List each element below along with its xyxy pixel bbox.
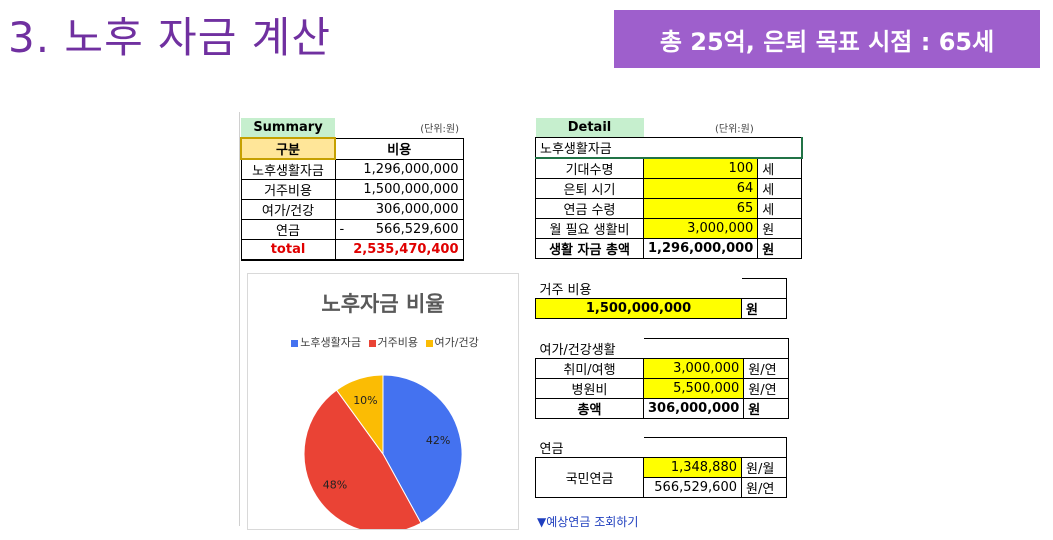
summary-row-label[interactable]: 여가/건강 (240, 199, 336, 220)
leisure-total-value[interactable]: 306,000,000 (642, 398, 745, 419)
leisure-row-unit[interactable]: 원/연 (743, 358, 789, 379)
summary-header: Summary (241, 118, 335, 138)
detail-row-value[interactable]: 64 (642, 178, 759, 199)
detail-leisure-table: 여가/건강생활 취미/여행 3,000,000 원/연 병원비 5,500,00… (535, 338, 789, 419)
pie-slice[interactable] (382, 374, 463, 524)
summary-row-label[interactable]: 연금 (240, 219, 336, 240)
detail-row-value[interactable]: 100 (642, 157, 759, 179)
summary-row-value[interactable]: 1,500,000,000 (334, 179, 464, 200)
pension-monthly-unit[interactable]: 원/월 (741, 457, 787, 478)
pie-data-label: 42% (426, 434, 450, 447)
leisure-total-label[interactable]: 총액 (535, 398, 644, 419)
goal-badge: 총 25억, 은퇴 목표 시점 : 65세 (614, 10, 1040, 68)
detail-pension-table: 연금 국민연금 1,348,880 원/월 566,529,600 원/연 (535, 437, 787, 498)
summary-row-value[interactable]: - 566,529,600 (334, 219, 464, 240)
detail-row-value[interactable]: 65 (642, 198, 759, 219)
pension-yearly-value[interactable]: 566,529,600 (643, 477, 742, 498)
summary-row-amount: 566,529,600 (375, 222, 459, 237)
pension-yearly-unit[interactable]: 원/연 (741, 477, 787, 498)
legend-label: 거주비용 (377, 336, 419, 349)
summary-row-label[interactable]: 거주비용 (240, 179, 336, 200)
leisure-row-value[interactable]: 3,000,000 (642, 358, 745, 379)
detail-row-label[interactable]: 월 필요 생활비 (535, 218, 644, 239)
summary-row-label[interactable]: 노후생활자금 (240, 158, 336, 180)
detail-living-table: Detail (단위:원) 노후생활자금 기대수명 100 세 은퇴 시기 64… (534, 118, 803, 259)
legend-swatch (425, 339, 433, 347)
summary-total-value[interactable]: 2,535,470,400 (334, 239, 464, 261)
pension-label[interactable]: 국민연금 (535, 457, 644, 498)
summary-total-label[interactable]: total (240, 239, 336, 261)
legend-swatch (291, 339, 299, 347)
summary-row-amount: 1,296,000,000 (363, 161, 459, 177)
detail-unit: (단위:원) (715, 124, 754, 135)
detail-housing-table: 거주 비용 1,500,000,000 원 (535, 278, 787, 319)
leisure-total-unit[interactable]: 원 (743, 398, 789, 419)
living-total-unit[interactable]: 원 (757, 238, 803, 259)
leisure-row-unit[interactable]: 원/연 (743, 378, 789, 399)
legend-label: 노후생활자금 (300, 336, 362, 349)
pension-title[interactable]: 연금 (535, 437, 644, 458)
legend-label: 여가/건강 (434, 336, 479, 349)
leisure-row-value[interactable]: 5,500,000 (642, 378, 745, 399)
summary-row-amount: 1,500,000,000 (363, 182, 459, 197)
detail-row-unit[interactable]: 원 (757, 218, 803, 239)
summary-row-amount: 306,000,000 (375, 202, 459, 217)
pie-svg: 42% 48% 10% (303, 374, 463, 529)
pie-chart[interactable]: 노후자금 비율 노후생활자금 거주비용 여가/건강 42% 48% 10% (247, 273, 519, 530)
pie-data-label: 10% (353, 394, 377, 407)
pie-slice[interactable] (303, 389, 422, 529)
chart-legend: 노후생활자금 거주비용 여가/건강 (248, 334, 518, 350)
living-title[interactable]: 노후생활자금 (534, 137, 803, 159)
sheet-left-border (239, 112, 240, 526)
page-title: 3. 노후 자금 계산 (8, 13, 331, 62)
pension-monthly-value[interactable]: 1,348,880 (643, 457, 742, 478)
housing-unit[interactable]: 원 (741, 298, 787, 319)
leisure-row-label[interactable]: 병원비 (535, 378, 644, 399)
detail-header: Detail (535, 118, 644, 138)
summary-col-category[interactable]: 구분 (240, 137, 336, 160)
detail-row-unit[interactable]: 세 (757, 178, 803, 199)
chart-title: 노후자금 비율 (321, 292, 445, 316)
pension-lookup-link[interactable]: ▼예상연금 조회하기 (537, 515, 639, 529)
summary-row-value[interactable]: 1,296,000,000 (334, 158, 464, 180)
summary-row-value[interactable]: 306,000,000 (334, 199, 464, 220)
summary-col-cost[interactable]: 비용 (334, 137, 464, 160)
summary-table: Summary (단위:원) 구분 비용 노후생활자금 1,296,000,00… (240, 118, 464, 261)
detail-row-unit[interactable]: 세 (757, 157, 803, 179)
summary-row-prefix: - (339, 222, 345, 237)
pie-slice[interactable] (335, 374, 384, 456)
summary-unit: (단위:원) (420, 124, 459, 136)
detail-row-label[interactable]: 기대수명 (535, 157, 644, 179)
detail-row-unit[interactable]: 세 (757, 198, 803, 219)
legend-swatch (368, 339, 376, 347)
detail-row-label[interactable]: 은퇴 시기 (535, 178, 644, 199)
housing-title[interactable]: 거주 비용 (535, 278, 742, 299)
pie-data-label: 48% (323, 478, 347, 491)
detail-row-value[interactable]: 3,000,000 (642, 218, 759, 239)
housing-value[interactable]: 1,500,000,000 (535, 298, 742, 319)
living-total-value[interactable]: 1,296,000,000 (642, 238, 759, 259)
living-total-label[interactable]: 생활 자금 총액 (535, 238, 644, 259)
leisure-row-label[interactable]: 취미/여행 (535, 358, 644, 379)
leisure-title[interactable]: 여가/건강생활 (535, 338, 644, 359)
detail-row-label[interactable]: 연금 수령 (535, 198, 644, 219)
